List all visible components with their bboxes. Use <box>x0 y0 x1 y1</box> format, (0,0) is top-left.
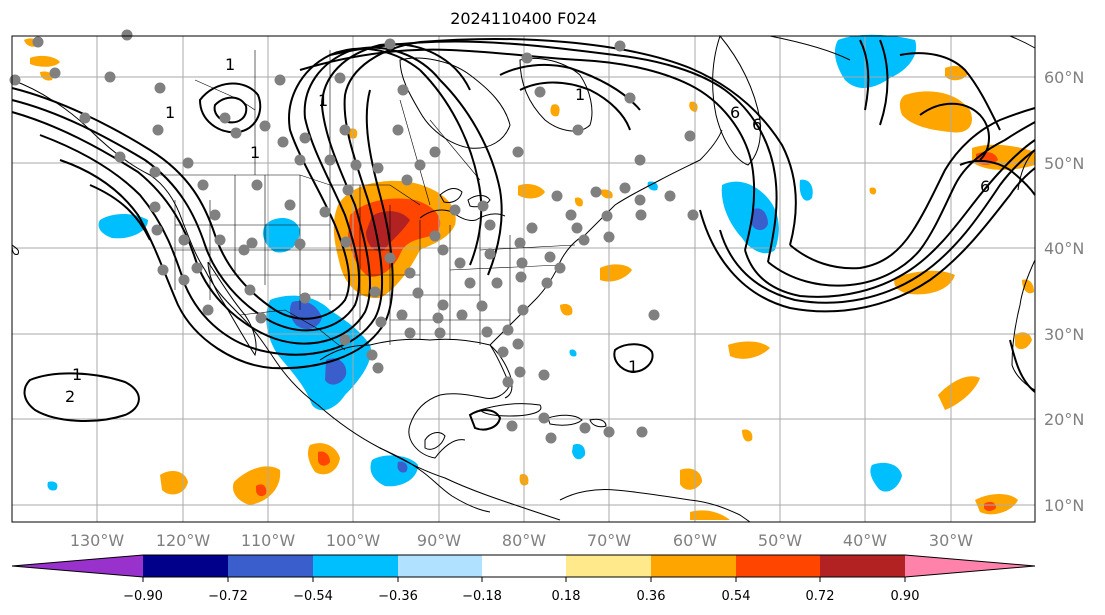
lat-lon-grid <box>12 36 1035 522</box>
colorbar-swatch <box>905 555 1035 577</box>
lat-label: 10°N <box>1044 496 1084 515</box>
lon-label: 70°W <box>587 531 631 550</box>
contour-label: 1 <box>165 103 175 122</box>
lon-label: 60°W <box>673 531 717 550</box>
colorbar-swatch <box>820 555 905 577</box>
colorbar-tick-label: −0.54 <box>293 589 333 604</box>
lon-label: 120°W <box>156 531 211 550</box>
contour-label: 1 <box>72 365 82 384</box>
lon-label: 80°W <box>502 531 546 550</box>
colorbar-labels: −0.90 −0.72 −0.54 −0.36 −0.18 0.18 0.36 … <box>123 589 919 604</box>
colorbar-tick-label: −0.72 <box>208 589 248 604</box>
colorbar-tick-label: 0.18 <box>552 589 581 604</box>
contour-label: 6 <box>730 103 740 122</box>
contour-label: 1 <box>575 85 585 104</box>
contour-labels: 1 1 1 1 1 1 1 6 6 6 2 <box>65 55 990 406</box>
contour-label: 1 <box>318 91 328 110</box>
colorbar-tick-label: −0.18 <box>462 589 502 604</box>
lon-label: 110°W <box>241 531 296 550</box>
lat-label: 30°N <box>1044 325 1084 344</box>
contour-label: 6 <box>980 177 990 196</box>
lon-label: 90°W <box>417 531 461 550</box>
map-border <box>11 35 1036 523</box>
lon-label: 30°W <box>929 531 973 550</box>
colorbar-tick-label: −0.36 <box>378 589 418 604</box>
colorbar-ticks <box>142 577 906 582</box>
latitude-labels: 60°N 50°N 40°N 30°N 20°N 10°N <box>1044 68 1084 515</box>
colorbar <box>11 554 1036 578</box>
colorbar-swatch <box>398 555 482 577</box>
contour-label: 1 <box>628 357 638 376</box>
contour-label: 1 <box>225 55 235 74</box>
political-borders <box>150 50 576 351</box>
lon-label: 100°W <box>326 531 381 550</box>
lon-label: 50°W <box>758 531 802 550</box>
observation-stations <box>9 29 699 444</box>
map-title: 2024110400 F024 <box>450 9 597 28</box>
colorbar-swatch <box>566 555 651 577</box>
lat-label: 60°N <box>1044 68 1084 87</box>
colorbar-swatch <box>482 555 566 577</box>
colorbar-tick-label: 0.90 <box>891 589 920 604</box>
longitude-labels: 130°W 120°W 110°W 100°W 90°W 80°W 70°W 6… <box>70 531 973 550</box>
lon-label: 40°W <box>843 531 887 550</box>
colorbar-tick-label: 0.54 <box>722 589 751 604</box>
colorbar-swatch <box>143 555 228 577</box>
lat-label: 40°N <box>1044 239 1084 258</box>
contour-label: 6 <box>752 115 762 134</box>
colorbar-swatch <box>651 555 736 577</box>
contour-label: 1 <box>250 143 260 162</box>
colorbar-tick-label: 0.72 <box>806 589 835 604</box>
colorbar-tick-label: −0.90 <box>123 589 163 604</box>
lon-label: 130°W <box>70 531 125 550</box>
colorbar-tick-label: 0.36 <box>637 589 666 604</box>
colorbar-swatch <box>313 555 398 577</box>
colorbar-swatch <box>736 555 820 577</box>
contour-label: 2 <box>65 387 75 406</box>
colorbar-swatch <box>12 555 143 577</box>
lat-label: 20°N <box>1044 410 1084 429</box>
colorbar-swatch <box>228 555 313 577</box>
lat-label: 50°N <box>1044 154 1084 173</box>
